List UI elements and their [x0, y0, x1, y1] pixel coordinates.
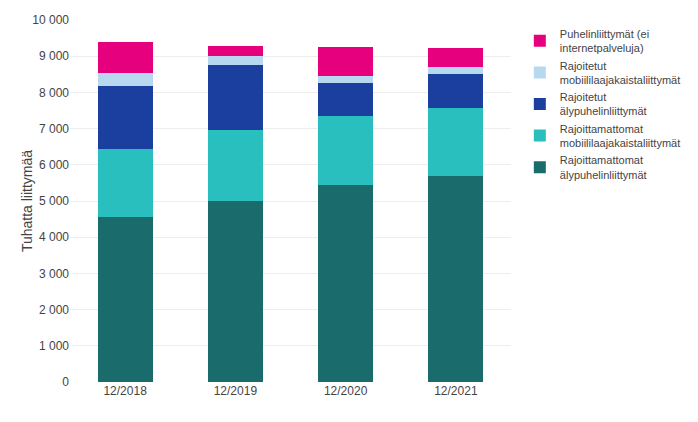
- svg-text:6 000: 6 000: [39, 158, 69, 172]
- svg-text:10 000: 10 000: [32, 13, 69, 27]
- svg-text:4 000: 4 000: [39, 230, 69, 244]
- svg-text:5 000: 5 000: [39, 194, 69, 208]
- svg-text:Rajoittamattomatälypuhelinliit: Rajoittamattomatälypuhelinliittymät: [560, 154, 647, 180]
- svg-text:12/2018: 12/2018: [103, 384, 147, 398]
- svg-text:Tuhatta liittymää: Tuhatta liittymää: [19, 150, 35, 252]
- svg-text:3 000: 3 000: [39, 267, 69, 281]
- svg-text:12/2020: 12/2020: [324, 384, 368, 398]
- svg-text:Puhelinliittymät (eiinternetpa: Puhelinliittymät (eiinternetpalveluja): [560, 28, 649, 54]
- svg-text:Rajoitetutmobiililaajakaistali: Rajoitetutmobiililaajakaistaliittymät: [560, 60, 680, 86]
- svg-text:Rajoitetutälypuhelinliittymät: Rajoitetutälypuhelinliittymät: [560, 91, 647, 117]
- svg-text:Rajoittamattomatmobiililaajaka: Rajoittamattomatmobiililaajakaistaliitty…: [560, 123, 680, 149]
- svg-text:12/2019: 12/2019: [214, 384, 258, 398]
- svg-text:9 000: 9 000: [39, 49, 69, 63]
- svg-text:8 000: 8 000: [39, 86, 69, 100]
- svg-text:0: 0: [62, 375, 69, 389]
- svg-text:1 000: 1 000: [39, 339, 69, 353]
- svg-text:2 000: 2 000: [39, 303, 69, 317]
- svg-text:12/2021: 12/2021: [434, 384, 478, 398]
- svg-text:7 000: 7 000: [39, 122, 69, 136]
